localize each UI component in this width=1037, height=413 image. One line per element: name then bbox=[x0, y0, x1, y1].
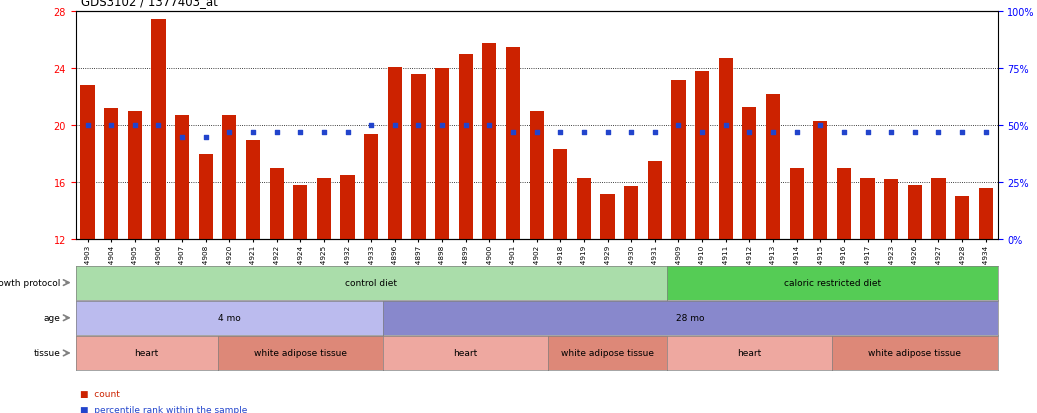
Bar bbox=[931, 178, 946, 240]
Bar bbox=[719, 59, 733, 240]
Point bbox=[978, 130, 994, 136]
Point bbox=[411, 123, 427, 129]
Bar bbox=[317, 178, 331, 240]
Bar bbox=[837, 169, 851, 240]
Point bbox=[363, 123, 380, 129]
Point bbox=[954, 130, 971, 136]
Bar bbox=[530, 112, 543, 240]
Point bbox=[764, 130, 781, 136]
Bar bbox=[624, 187, 639, 240]
Bar bbox=[435, 69, 449, 240]
Text: heart: heart bbox=[453, 349, 478, 358]
Point bbox=[457, 123, 474, 129]
Bar bbox=[955, 197, 970, 240]
Bar bbox=[577, 178, 591, 240]
Point bbox=[741, 130, 758, 136]
Bar bbox=[388, 68, 402, 240]
Bar bbox=[104, 109, 118, 240]
Point bbox=[505, 130, 522, 136]
Text: ■  count: ■ count bbox=[80, 389, 119, 399]
Point bbox=[788, 130, 805, 136]
Bar bbox=[766, 95, 780, 240]
Point bbox=[930, 130, 947, 136]
Text: age: age bbox=[44, 313, 60, 323]
Bar bbox=[789, 169, 804, 240]
Text: heart: heart bbox=[737, 349, 761, 358]
Text: white adipose tissue: white adipose tissue bbox=[561, 349, 654, 358]
Point bbox=[245, 130, 261, 136]
Text: white adipose tissue: white adipose tissue bbox=[868, 349, 961, 358]
Text: 4 mo: 4 mo bbox=[218, 313, 241, 323]
Bar bbox=[553, 150, 567, 240]
Point bbox=[292, 130, 309, 136]
Point bbox=[174, 134, 191, 141]
Bar bbox=[246, 140, 260, 240]
Bar bbox=[813, 122, 828, 240]
Bar bbox=[128, 112, 142, 240]
Point bbox=[79, 123, 95, 129]
Point bbox=[670, 123, 686, 129]
Point bbox=[599, 130, 616, 136]
Point bbox=[860, 130, 876, 136]
Text: GDS3102 / 1377403_at: GDS3102 / 1377403_at bbox=[81, 0, 218, 8]
Text: growth protocol: growth protocol bbox=[0, 278, 60, 287]
Bar bbox=[458, 55, 473, 240]
Point bbox=[646, 130, 663, 136]
Text: 28 mo: 28 mo bbox=[676, 313, 704, 323]
Text: tissue: tissue bbox=[33, 349, 60, 358]
Point bbox=[315, 130, 332, 136]
Bar bbox=[482, 44, 497, 240]
Text: control diet: control diet bbox=[345, 278, 397, 287]
Bar bbox=[270, 169, 284, 240]
Text: heart: heart bbox=[135, 349, 159, 358]
Bar bbox=[222, 116, 236, 240]
Bar bbox=[979, 188, 992, 240]
Bar bbox=[151, 19, 166, 240]
Bar bbox=[600, 194, 615, 240]
Point bbox=[576, 130, 592, 136]
Text: white adipose tissue: white adipose tissue bbox=[254, 349, 346, 358]
Bar bbox=[506, 48, 521, 240]
Bar bbox=[907, 185, 922, 240]
Point bbox=[150, 123, 167, 129]
Bar bbox=[175, 116, 189, 240]
Point bbox=[906, 130, 923, 136]
Point bbox=[433, 123, 450, 129]
Point bbox=[836, 130, 852, 136]
Bar bbox=[861, 178, 874, 240]
Bar bbox=[648, 161, 662, 240]
Bar bbox=[81, 86, 94, 240]
Text: caloric restricted diet: caloric restricted diet bbox=[784, 278, 880, 287]
Point bbox=[127, 123, 143, 129]
Bar bbox=[364, 135, 379, 240]
Bar bbox=[671, 81, 685, 240]
Bar bbox=[742, 107, 756, 240]
Bar bbox=[412, 75, 425, 240]
Point bbox=[197, 134, 214, 141]
Point bbox=[882, 130, 899, 136]
Bar bbox=[340, 176, 355, 240]
Point bbox=[481, 123, 498, 129]
Text: ■  percentile rank within the sample: ■ percentile rank within the sample bbox=[80, 405, 247, 413]
Point bbox=[552, 130, 568, 136]
Point bbox=[103, 123, 119, 129]
Point bbox=[694, 130, 710, 136]
Point bbox=[269, 130, 285, 136]
Bar bbox=[885, 180, 898, 240]
Point bbox=[718, 123, 734, 129]
Bar bbox=[293, 185, 307, 240]
Point bbox=[812, 123, 829, 129]
Bar bbox=[695, 72, 709, 240]
Point bbox=[528, 130, 544, 136]
Point bbox=[339, 130, 356, 136]
Point bbox=[387, 123, 403, 129]
Point bbox=[221, 130, 237, 136]
Point bbox=[623, 130, 640, 136]
Bar bbox=[199, 154, 213, 240]
